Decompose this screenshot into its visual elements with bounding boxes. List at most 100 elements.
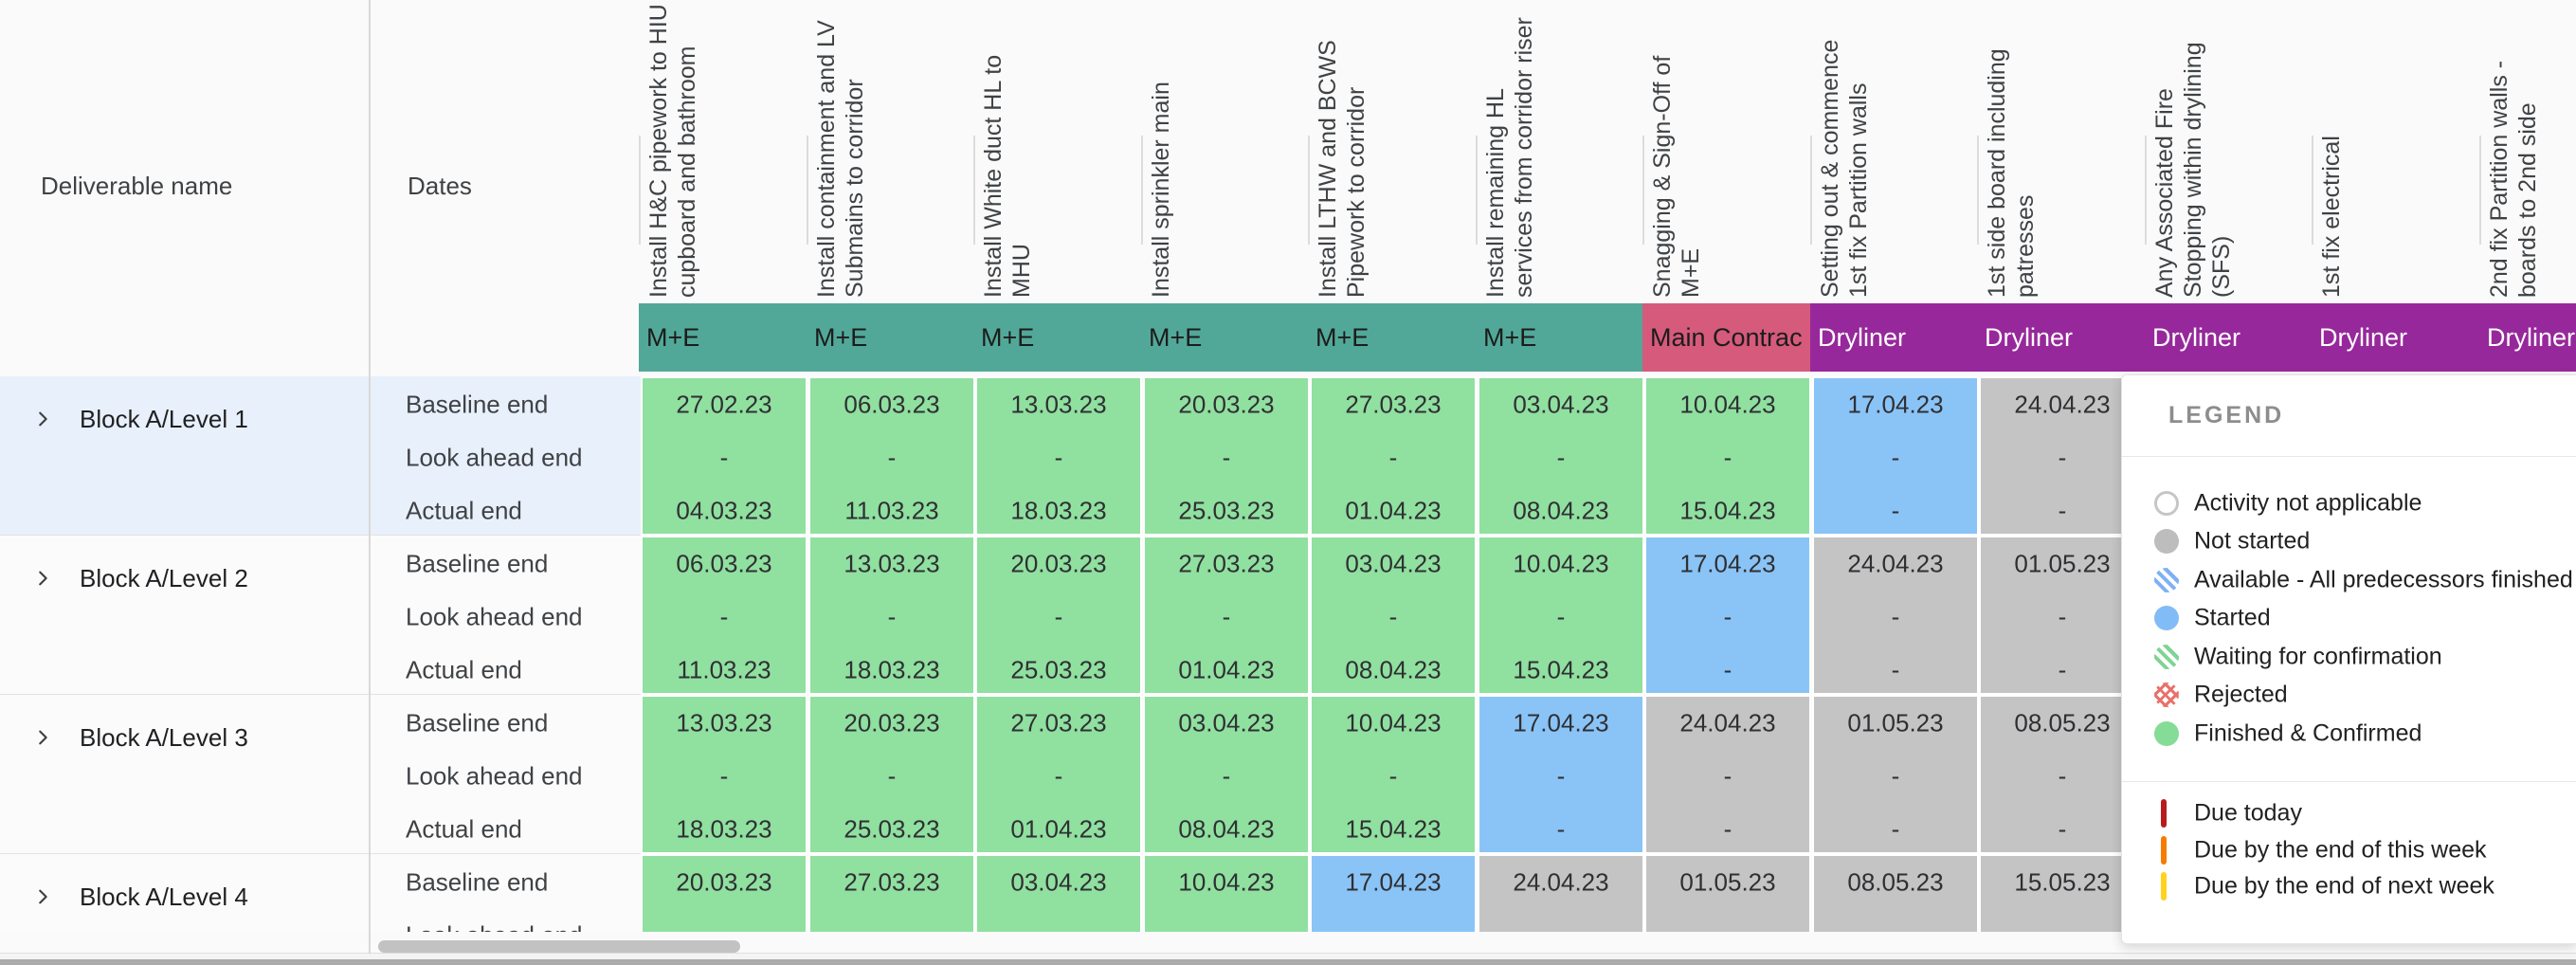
header-column-divider bbox=[1141, 136, 1143, 245]
status-cell[interactable]: 01.05.23 - - bbox=[1812, 695, 1979, 854]
deliverable-row-group[interactable]: Block A/Level 2 Baseline end Look ahead en… bbox=[0, 536, 2576, 695]
row-header-cell[interactable]: Block A/Level 2 Baseline end Look ahead en… bbox=[0, 536, 641, 695]
cell-date: 18.03.23 bbox=[1010, 496, 1107, 525]
status-cell[interactable]: 01.05.23 bbox=[1644, 854, 1811, 932]
status-cell[interactable]: 17.04.23 - - bbox=[1478, 695, 1644, 854]
cell-date: 08.04.23 bbox=[1513, 496, 1609, 525]
status-cell[interactable]: 20.03.23 - 25.03.23 bbox=[808, 695, 975, 854]
status-cell[interactable]: 27.02.23 - 04.03.23 bbox=[641, 376, 807, 536]
legend-title: LEGEND bbox=[2168, 402, 2285, 428]
status-cell[interactable]: 13.03.23 - 18.03.23 bbox=[975, 376, 1142, 536]
status-cell[interactable]: 17.04.23 - - bbox=[1644, 536, 1811, 695]
cell-date: 20.03.23 bbox=[676, 867, 772, 897]
cell-date: 10.04.23 bbox=[1513, 549, 1609, 578]
status-cell[interactable]: 01.05.23 - - bbox=[1979, 536, 2146, 695]
cell-date: 06.03.23 bbox=[676, 549, 772, 578]
cell-date: 13.03.23 bbox=[676, 708, 772, 737]
cell-date: - bbox=[1891, 443, 1900, 472]
legend-item-label: Not started bbox=[2194, 527, 2311, 555]
legend-item-label: Activity not applicable bbox=[2194, 489, 2422, 517]
status-cell[interactable]: 03.04.23 - 08.04.23 bbox=[1143, 695, 1310, 854]
cell-date: - bbox=[1891, 496, 1900, 525]
cell-date: - bbox=[1723, 443, 1732, 472]
horizontal-scrollbar-thumb[interactable] bbox=[378, 940, 740, 953]
cell-date: 20.03.23 bbox=[1178, 390, 1275, 419]
status-cell[interactable]: 03.04.23 bbox=[975, 854, 1142, 932]
status-cell[interactable]: 24.04.23 - - bbox=[1812, 536, 1979, 695]
status-cell[interactable]: 10.04.23 - 15.04.23 bbox=[1644, 376, 1811, 536]
cell-date: 03.04.23 bbox=[1010, 867, 1107, 897]
cell-date: 24.04.23 bbox=[1513, 867, 1609, 897]
status-cell[interactable]: 10.04.23 - 15.04.23 bbox=[1478, 536, 1644, 695]
status-cell[interactable]: 03.04.23 - 08.04.23 bbox=[1478, 376, 1644, 536]
trade-band-label: Main Contrac bbox=[1650, 322, 1803, 352]
status-cell[interactable]: 10.04.23 bbox=[1143, 854, 1310, 932]
status-cell[interactable]: 17.04.23 - - bbox=[1812, 376, 1979, 536]
status-cell[interactable]: 03.04.23 - 08.04.23 bbox=[1310, 536, 1477, 695]
cell-date: 17.04.23 bbox=[1345, 867, 1442, 897]
deliverable-name-column-header: Deliverable name bbox=[41, 172, 233, 200]
status-cell[interactable]: 24.04.23 - - bbox=[1979, 376, 2146, 536]
status-cell[interactable]: 13.03.23 - 18.03.23 bbox=[808, 536, 975, 695]
status-cell[interactable]: 27.03.23 - 01.04.23 bbox=[1310, 376, 1477, 536]
dates-column-header: Dates bbox=[408, 172, 472, 200]
circle-crosshatch-red-icon bbox=[2154, 683, 2179, 707]
chevron-right-icon[interactable] bbox=[32, 727, 53, 748]
date-row-label: Actual end bbox=[406, 814, 522, 844]
status-cell[interactable]: 20.03.23 bbox=[641, 854, 807, 932]
status-cell[interactable]: 06.03.23 - 11.03.23 bbox=[808, 376, 975, 536]
status-cell[interactable]: 27.03.23 - 01.04.23 bbox=[1143, 536, 1310, 695]
cell-date: - bbox=[1891, 655, 1900, 684]
status-cell[interactable]: 20.03.23 - 25.03.23 bbox=[975, 536, 1142, 695]
circle-gray-icon bbox=[2154, 529, 2179, 554]
trade-band-label: M+E bbox=[1483, 322, 1537, 352]
status-cell[interactable]: 13.03.23 - 18.03.23 bbox=[641, 695, 807, 854]
date-row-label: Actual end bbox=[406, 655, 522, 684]
chevron-right-icon[interactable] bbox=[32, 886, 53, 907]
status-cell[interactable]: 24.04.23 bbox=[1478, 854, 1644, 932]
cell-date: - bbox=[1222, 602, 1231, 631]
legend-item: Waiting for confirmation bbox=[2122, 638, 2576, 676]
row-header-cell[interactable]: Block A/Level 1 Baseline end Look ahead en… bbox=[0, 376, 641, 536]
due-bar-icon bbox=[2161, 872, 2167, 901]
status-cell[interactable]: 08.05.23 bbox=[1812, 854, 1979, 932]
cell-date: - bbox=[1723, 761, 1732, 791]
row-header-cell[interactable]: Block A/Level 4 Baseline end Look ahead en… bbox=[0, 854, 641, 932]
status-cell[interactable]: 08.05.23 - - bbox=[1979, 695, 2146, 854]
deliverable-row-group[interactable]: Block A/Level 3 Baseline end Look ahead en… bbox=[0, 695, 2576, 854]
cell-date: - bbox=[2058, 602, 2067, 631]
chevron-right-icon[interactable] bbox=[32, 409, 53, 429]
cell-date: - bbox=[1723, 814, 1732, 844]
status-cell[interactable]: 24.04.23 - - bbox=[1644, 695, 1811, 854]
cell-date: 27.03.23 bbox=[1345, 390, 1442, 419]
cell-date: 10.04.23 bbox=[1178, 867, 1275, 897]
status-cell[interactable]: 27.03.23 - 01.04.23 bbox=[975, 695, 1142, 854]
cell-date: 08.04.23 bbox=[1345, 655, 1442, 684]
cell-date: 01.04.23 bbox=[1345, 496, 1442, 525]
cell-date: - bbox=[1388, 602, 1398, 631]
cell-date: 13.03.23 bbox=[844, 549, 940, 578]
date-row-label: Look ahead end bbox=[406, 602, 583, 631]
status-cell[interactable]: 10.04.23 - 15.04.23 bbox=[1310, 695, 1477, 854]
deliverable-row-group[interactable]: Block A/Level 1 Baseline end Look ahead en… bbox=[0, 376, 2576, 536]
cell-date: 10.04.23 bbox=[1345, 708, 1442, 737]
cell-date: - bbox=[1556, 761, 1566, 791]
status-cell[interactable]: 06.03.23 - 11.03.23 bbox=[641, 536, 807, 695]
status-cell[interactable]: 15.05.23 bbox=[1979, 854, 2146, 932]
cell-date: 08.04.23 bbox=[1178, 814, 1275, 844]
circle-outline-icon bbox=[2154, 491, 2179, 516]
status-cell[interactable]: 27.03.23 bbox=[808, 854, 975, 932]
row-header-cell[interactable]: Block A/Level 3 Baseline end Look ahead en… bbox=[0, 695, 641, 854]
legend-due-label: Due by the end of next week bbox=[2194, 872, 2494, 900]
trade-band-label: M+E bbox=[1315, 322, 1370, 352]
cell-date: - bbox=[1388, 443, 1398, 472]
chevron-right-icon[interactable] bbox=[32, 568, 53, 589]
circle-blue-icon bbox=[2154, 606, 2179, 630]
cell-date: 01.05.23 bbox=[2014, 549, 2111, 578]
status-cell[interactable]: 17.04.23 bbox=[1310, 854, 1477, 932]
trade-band-label: Dryliner bbox=[2487, 322, 2576, 352]
deliverable-row-group[interactable]: Block A/Level 4 Baseline end Look ahead en… bbox=[0, 854, 2576, 932]
status-cell[interactable]: 20.03.23 - 25.03.23 bbox=[1143, 376, 1310, 536]
header-column-divider bbox=[639, 136, 641, 245]
